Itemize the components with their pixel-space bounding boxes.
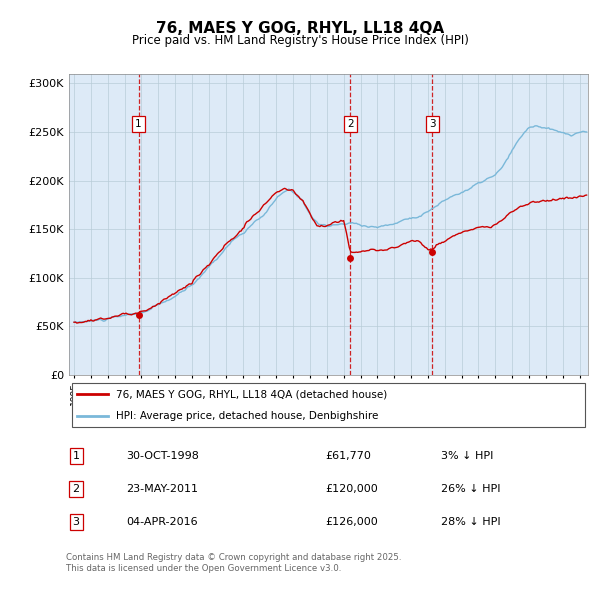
Text: Contains HM Land Registry data © Crown copyright and database right 2025.
This d: Contains HM Land Registry data © Crown c… — [66, 553, 401, 573]
Text: 1: 1 — [135, 119, 142, 129]
Text: £120,000: £120,000 — [325, 484, 378, 494]
Text: 30-OCT-1998: 30-OCT-1998 — [126, 451, 199, 461]
Text: 1: 1 — [73, 451, 80, 461]
Text: 3% ↓ HPI: 3% ↓ HPI — [441, 451, 493, 461]
Text: 04-APR-2016: 04-APR-2016 — [126, 517, 197, 527]
Text: 26% ↓ HPI: 26% ↓ HPI — [441, 484, 500, 494]
Text: 3: 3 — [429, 119, 436, 129]
Text: Price paid vs. HM Land Registry's House Price Index (HPI): Price paid vs. HM Land Registry's House … — [131, 34, 469, 47]
Text: 76, MAES Y GOG, RHYL, LL18 4QA: 76, MAES Y GOG, RHYL, LL18 4QA — [156, 21, 444, 35]
Text: £126,000: £126,000 — [325, 517, 378, 527]
Text: 23-MAY-2011: 23-MAY-2011 — [126, 484, 198, 494]
Text: 2: 2 — [347, 119, 353, 129]
FancyBboxPatch shape — [71, 382, 586, 427]
Text: HPI: Average price, detached house, Denbighshire: HPI: Average price, detached house, Denb… — [116, 411, 378, 421]
Text: £61,770: £61,770 — [325, 451, 371, 461]
Text: 3: 3 — [73, 517, 80, 527]
Text: 28% ↓ HPI: 28% ↓ HPI — [441, 517, 500, 527]
Text: 76, MAES Y GOG, RHYL, LL18 4QA (detached house): 76, MAES Y GOG, RHYL, LL18 4QA (detached… — [116, 389, 387, 399]
Text: 2: 2 — [73, 484, 80, 494]
